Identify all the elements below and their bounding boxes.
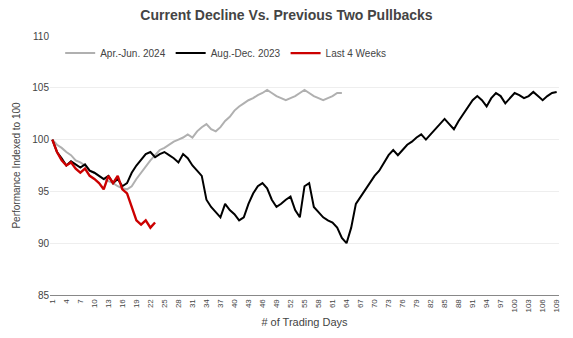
svg-text:52: 52 [286,299,295,308]
svg-text:85: 85 [440,299,449,308]
svg-text:10: 10 [90,299,99,308]
svg-text:79: 79 [412,299,421,308]
svg-text:31: 31 [188,299,197,308]
svg-text:55: 55 [300,299,309,308]
svg-text:76: 76 [398,299,407,308]
svg-text:100: 100 [32,134,49,145]
svg-text:103: 103 [524,299,533,313]
svg-text:Apr.-Jun. 2024: Apr.-Jun. 2024 [100,48,165,59]
svg-text:109: 109 [552,299,561,313]
svg-text:Last 4 Weeks: Last 4 Weeks [326,48,386,59]
svg-text:19: 19 [132,299,141,308]
svg-text:40: 40 [230,299,239,308]
svg-text:110: 110 [33,31,49,42]
svg-text:28: 28 [174,299,183,308]
svg-text:7: 7 [76,299,85,304]
svg-text:97: 97 [496,299,505,308]
svg-text:73: 73 [384,299,393,308]
svg-text:Aug.-Dec. 2023: Aug.-Dec. 2023 [211,48,281,59]
svg-text:88: 88 [454,299,463,308]
svg-text:43: 43 [244,299,253,308]
svg-text:106: 106 [538,299,547,313]
svg-text:85: 85 [38,290,50,301]
svg-text:22: 22 [146,299,155,308]
svg-text:105: 105 [32,82,49,93]
svg-text:82: 82 [426,299,435,308]
svg-text:Performance Indexed to 100: Performance Indexed to 100 [11,102,22,229]
svg-text:95: 95 [38,186,50,197]
svg-text:100: 100 [510,299,519,313]
svg-text:Current Decline Vs. Previous T: Current Decline Vs. Previous Two Pullbac… [140,7,432,23]
svg-text:4: 4 [62,299,71,304]
svg-text:25: 25 [160,299,169,308]
svg-text:13: 13 [104,299,113,308]
svg-text:58: 58 [314,299,323,308]
svg-text:70: 70 [370,299,379,308]
svg-text:16: 16 [118,299,127,308]
svg-text:1: 1 [48,299,57,304]
svg-text:# of Trading Days: # of Trading Days [261,316,348,328]
svg-text:90: 90 [38,238,50,249]
svg-text:37: 37 [216,299,225,308]
svg-text:64: 64 [342,299,351,308]
svg-text:61: 61 [328,299,337,308]
svg-text:94: 94 [482,299,491,308]
svg-text:91: 91 [468,299,477,308]
svg-text:49: 49 [272,299,281,308]
svg-text:46: 46 [258,299,267,308]
svg-text:34: 34 [202,299,211,308]
svg-text:67: 67 [356,299,365,308]
